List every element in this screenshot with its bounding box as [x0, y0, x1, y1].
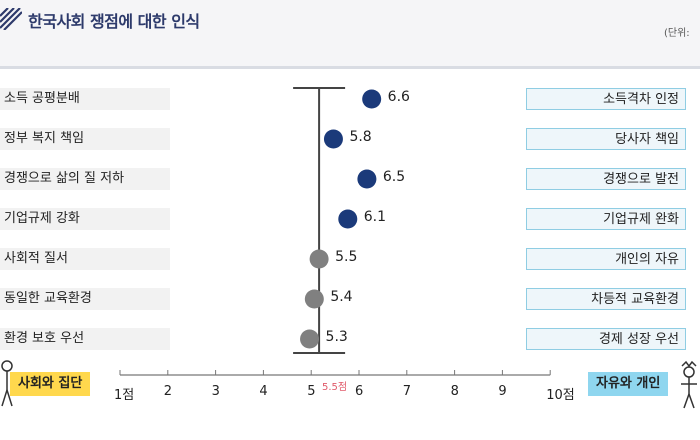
- x-tick-label-1: 2: [163, 384, 173, 399]
- reference-label: 5.5점: [322, 382, 348, 393]
- x-tick-label-5: 6: [355, 384, 364, 399]
- right-label-0: 소득격차 인정: [526, 88, 686, 110]
- data-label-4: 5.5: [335, 249, 358, 265]
- unit-label: (단위:: [664, 28, 690, 39]
- x-tick-label-4: 5: [307, 384, 316, 399]
- left-label-3: 기업규제 강화: [0, 208, 170, 230]
- scale-left-end-label: 사회와 집단: [10, 372, 91, 396]
- left-label-4: 사회적 질서: [0, 248, 170, 270]
- title-divider: [0, 66, 700, 69]
- left-label-1: 정부 복지 책임: [0, 128, 170, 150]
- data-point-5: [304, 289, 324, 309]
- data-label-0: 6.6: [387, 89, 410, 105]
- x-tick-label-9: 10점: [546, 388, 575, 403]
- x-tick-label-3: 4: [259, 384, 268, 399]
- right-label-4: 개인의 자유: [526, 248, 686, 270]
- data-label-6: 5.3: [325, 329, 348, 345]
- data-point-4: [309, 249, 329, 269]
- right-label-6: 경제 성장 우선: [526, 328, 686, 350]
- data-point-3: [338, 209, 358, 229]
- left-label-2: 경쟁으로 삶의 질 저하: [0, 168, 170, 190]
- left-label-6: 환경 보호 우선: [0, 328, 170, 350]
- right-label-1: 당사자 책임: [526, 128, 686, 150]
- left-label-5: 동일한 교육환경: [0, 288, 170, 310]
- x-tick-label-7: 8: [450, 384, 459, 399]
- scale-right-end-label: 자유와 개인: [588, 372, 669, 396]
- data-point-0: [362, 89, 382, 109]
- group-people-icon: [1, 360, 13, 407]
- right-label-2: 경쟁으로 발전: [526, 168, 686, 190]
- left-label-0: 소득 공평분배: [0, 88, 170, 110]
- x-tick-label-2: 3: [211, 384, 220, 399]
- data-point-1: [323, 129, 343, 149]
- right-label-3: 기업규제 완화: [526, 208, 686, 230]
- data-point-6: [300, 329, 320, 349]
- title-bar: 한국사회 쟁점에 대한 인식 (단위:: [0, 0, 700, 66]
- data-label-3: 6.1: [363, 209, 387, 225]
- x-tick-label-6: 7: [402, 384, 412, 399]
- data-point-2: [357, 169, 377, 189]
- data-label-5: 5.4: [330, 289, 353, 305]
- data-label-2: 6.5: [382, 169, 406, 185]
- data-label-1: 5.8: [349, 129, 372, 145]
- x-tick-label-8: 9: [498, 384, 507, 399]
- x-tick-label-0: 1점: [114, 388, 135, 403]
- stripe-logo-icon: [0, 8, 22, 30]
- chart-title: 한국사회 쟁점에 대한 인식: [28, 12, 200, 31]
- right-label-5: 차등적 교육환경: [526, 288, 686, 310]
- single-person-icon: [681, 360, 697, 409]
